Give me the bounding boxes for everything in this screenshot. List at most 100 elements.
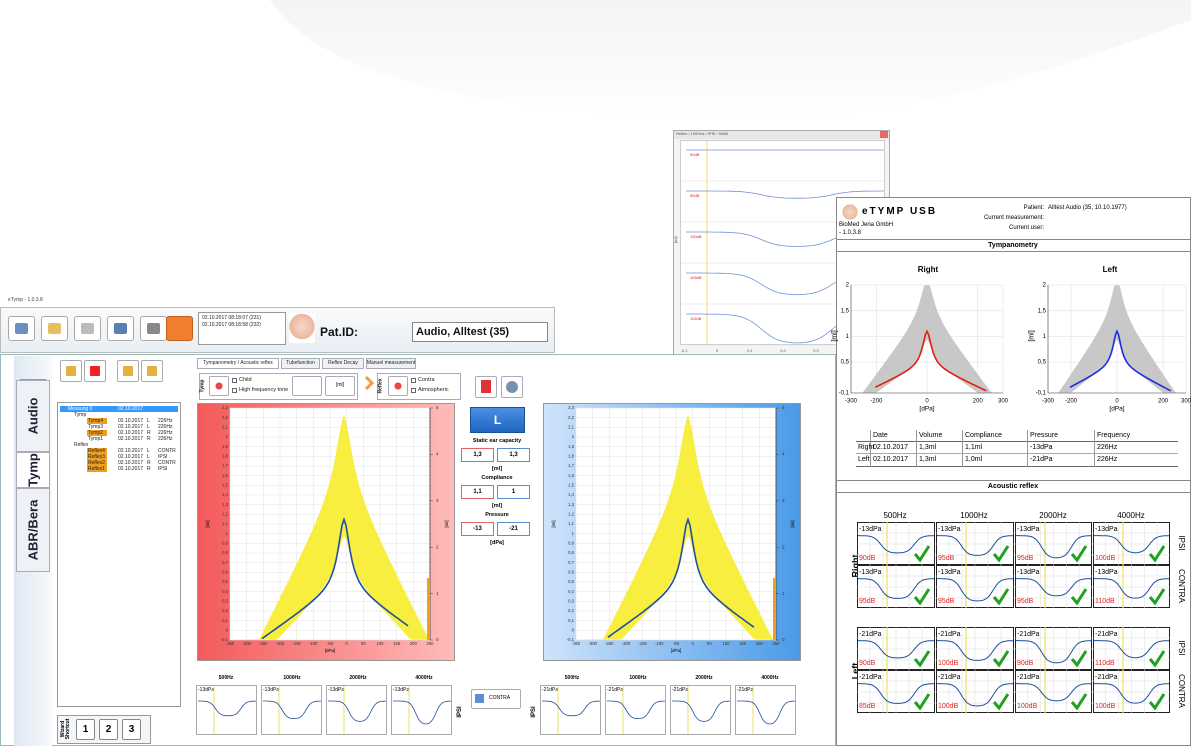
tree-cell[interactable]: R — [147, 431, 151, 436]
y2-tick-label: 5 — [782, 405, 785, 410]
tree-cell[interactable]: 02.10.2017 — [118, 437, 143, 442]
tab-label[interactable]: Tympanometry / Acoustic reflex — [203, 361, 272, 366]
pressure-label: -13dPa — [1095, 569, 1118, 576]
y-tick-label: 0,9 — [568, 540, 574, 545]
tree-cell[interactable]: R — [147, 467, 151, 472]
x-tick-label: 200 — [410, 641, 418, 646]
result-value: 1,1 — [473, 489, 481, 495]
tree-cell[interactable]: 226Hz — [158, 431, 172, 436]
y-tick-label: 2 — [572, 434, 575, 439]
tree-cell[interactable]: CONTR — [158, 449, 176, 454]
tree-cell[interactable]: 02.10.2017 — [118, 425, 143, 430]
y-tick-label: 1,9 — [222, 444, 228, 449]
tree-cell[interactable]: 02.10.2017 — [118, 419, 143, 424]
tree-cell[interactable]: L — [147, 425, 150, 430]
wizard-button-label[interactable]: 3 — [129, 725, 135, 735]
tree-cell[interactable]: Reflex1 — [88, 467, 105, 472]
x-tick-label: -100 — [309, 641, 318, 646]
tab-label[interactable]: Reflex Decay — [328, 361, 358, 366]
tree-cell[interactable]: Tymp — [74, 413, 86, 418]
side-tab-label[interactable]: ABR/Bera — [27, 500, 40, 561]
pdf-icon — [481, 380, 491, 393]
tree-cell[interactable]: 226Hz — [158, 437, 172, 442]
contra-button-label[interactable]: CONTRA — [489, 696, 510, 701]
history-item[interactable]: 02.10.2017 08:18:07 (231) — [202, 316, 261, 321]
pressure-label: -13dPa — [938, 569, 961, 576]
tree-cell[interactable]: 02.10.2017 — [118, 455, 143, 460]
tree-cell[interactable]: 02.10.2017 — [118, 449, 143, 454]
pressure-label: -21dPa — [1017, 631, 1040, 638]
y-tick-label: 0,4 — [568, 589, 574, 594]
checkbox[interactable] — [411, 388, 416, 393]
y-tick-label: 1,2 — [222, 511, 228, 516]
wizard-button-label[interactable]: 2 — [106, 725, 112, 735]
tree-cell[interactable]: 02.10.2017 — [118, 431, 143, 436]
tree-cell[interactable]: 226Hz — [158, 419, 172, 424]
tree-cell[interactable]: Tymp1 — [88, 437, 103, 442]
checkbox[interactable] — [232, 378, 237, 383]
tree-cell[interactable]: Tymp3 — [88, 425, 103, 430]
level-label: 100dB — [1095, 703, 1115, 710]
tab-label[interactable]: Manuel measurement — [367, 361, 415, 366]
tree-cell[interactable]: Reflex4 — [88, 449, 105, 454]
tree-cell[interactable]: L — [147, 449, 150, 454]
tree-cell[interactable]: 226Hz — [158, 425, 172, 430]
checkbox-label[interactable]: Contra — [418, 378, 435, 384]
reflex-curve — [607, 701, 665, 719]
wizard-button-label[interactable]: 1 — [83, 725, 89, 735]
side-tab-label[interactable]: Audio — [27, 398, 40, 435]
tree-cell[interactable]: Tymp4 — [88, 419, 103, 424]
result-unit: [dPa] — [490, 541, 504, 547]
checkbox[interactable] — [411, 378, 416, 383]
pressure-label: -13dPa — [859, 526, 882, 533]
tree-cell[interactable]: Tymp2 — [88, 431, 103, 436]
tree-cell[interactable]: CONTR — [158, 461, 176, 466]
table-cell: -21dPa — [1030, 456, 1053, 463]
tab-label[interactable]: Tubefunction — [286, 361, 315, 366]
tree-cell[interactable]: Reflex2 — [88, 461, 105, 466]
tree-cell[interactable]: 02.10.2017 — [118, 461, 143, 466]
side-tab-label[interactable]: Tymp — [27, 453, 40, 487]
toolbar-icon — [15, 323, 28, 334]
tree-cell[interactable]: R — [147, 461, 151, 466]
tree-cell[interactable]: IPSI — [158, 467, 167, 472]
tree-cell[interactable]: Reflex — [74, 443, 88, 448]
frequency-label: 500Hz — [219, 676, 233, 681]
tree-cell[interactable]: Reflex3 — [88, 455, 105, 460]
tree-cell[interactable]: IPSI — [158, 455, 167, 460]
record-button[interactable] — [209, 376, 229, 396]
level-label: 90dB — [1017, 660, 1033, 667]
checkbox-label[interactable]: Atmospheric — [418, 388, 449, 394]
tree-cell[interactable]: Messung 0 — [68, 407, 92, 412]
checkbox-label[interactable]: High frequency tone — [239, 388, 288, 394]
ear-button-label[interactable]: L — [494, 414, 501, 426]
y-tick-label: 0,1 — [568, 618, 574, 623]
checkbox[interactable] — [232, 388, 237, 393]
x-tick-label: 200 — [973, 399, 984, 405]
tree-cell[interactable]: L — [147, 455, 150, 460]
pressure-label: -13dPa — [1017, 569, 1040, 576]
table-cell: Left — [858, 456, 870, 463]
checkbox-label[interactable]: Child — [239, 378, 252, 384]
patient-value[interactable]: Audio, Alltest (35) — [416, 327, 509, 338]
tree-cell[interactable]: R — [147, 437, 151, 442]
x-tick-label: 0,1 — [747, 348, 753, 353]
table-cell: -13dPa — [1030, 444, 1053, 451]
level-label: 90dB — [859, 555, 875, 562]
toolbar-button[interactable] — [166, 316, 193, 341]
x-tick-label: -200 — [1065, 399, 1078, 405]
tree-cell[interactable]: L — [147, 419, 150, 424]
y-axis-label: [ml] — [551, 520, 556, 527]
record-button[interactable] — [388, 376, 408, 396]
y-tick-label: 1,4 — [222, 492, 228, 497]
curve-button[interactable] — [292, 376, 322, 396]
section-title: Tympanometry — [988, 242, 1038, 249]
history-item[interactable]: 02.10.2017 08:18:58 (232) — [202, 323, 261, 328]
y-tick-label: 1 — [1043, 334, 1047, 340]
result-value: 1,3 — [509, 452, 517, 458]
unit-button-label[interactable]: [ml] — [336, 383, 344, 388]
tree-cell[interactable]: 02.10.2017 — [118, 467, 143, 472]
tree-cell[interactable]: 02.10.2017 — [118, 407, 143, 412]
y-tick-label: 1 — [226, 531, 229, 536]
logo — [289, 313, 315, 343]
